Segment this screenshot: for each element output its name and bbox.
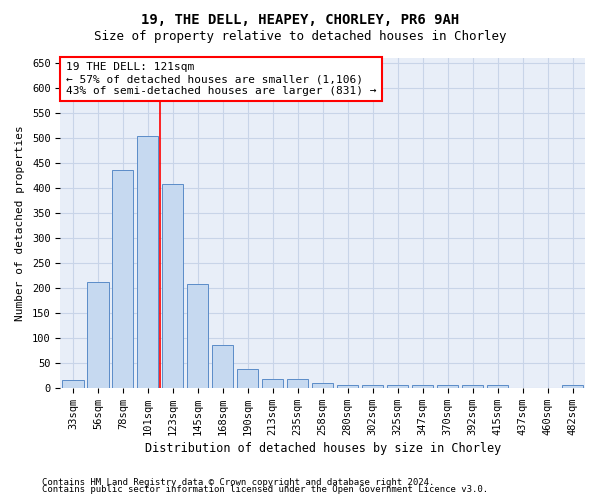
Bar (462, 386, 483, 388)
Bar (112, 170, 133, 388)
Bar (187, 284, 208, 388)
Bar (262, 379, 283, 388)
Bar (437, 386, 458, 388)
Bar (337, 386, 358, 388)
Text: 19 THE DELL: 121sqm
← 57% of detached houses are smaller (1,106)
43% of semi-det: 19 THE DELL: 121sqm ← 57% of detached ho… (65, 62, 376, 96)
Bar (412, 386, 433, 388)
Bar (487, 386, 508, 388)
Bar (387, 386, 408, 388)
Text: Contains public sector information licensed under the Open Government Licence v3: Contains public sector information licen… (42, 486, 488, 494)
Text: Contains HM Land Registry data © Crown copyright and database right 2024.: Contains HM Land Registry data © Crown c… (42, 478, 434, 487)
Bar (162, 184, 184, 388)
Bar (137, 136, 158, 388)
Bar (87, 282, 109, 388)
Bar (312, 383, 334, 388)
Bar (562, 386, 583, 388)
Bar (237, 369, 259, 388)
Text: Size of property relative to detached houses in Chorley: Size of property relative to detached ho… (94, 30, 506, 43)
Bar (362, 386, 383, 388)
Y-axis label: Number of detached properties: Number of detached properties (15, 125, 25, 320)
Text: 19, THE DELL, HEAPEY, CHORLEY, PR6 9AH: 19, THE DELL, HEAPEY, CHORLEY, PR6 9AH (141, 12, 459, 26)
Bar (212, 346, 233, 388)
Bar (287, 379, 308, 388)
Bar (62, 380, 83, 388)
X-axis label: Distribution of detached houses by size in Chorley: Distribution of detached houses by size … (145, 442, 501, 455)
